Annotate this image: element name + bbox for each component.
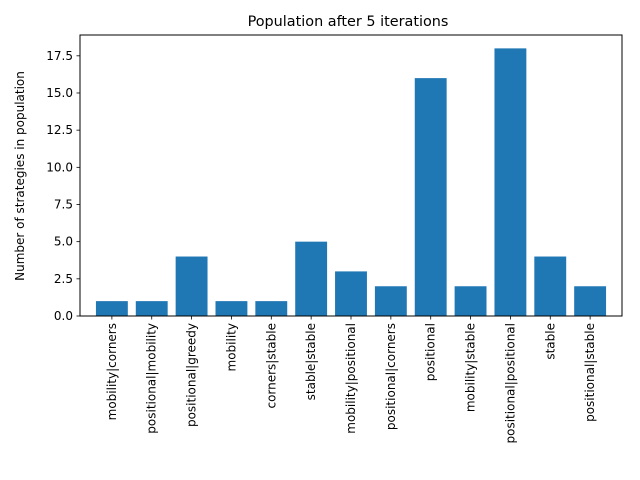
y-tick-label-0: 0.0 xyxy=(54,309,73,323)
bar-3 xyxy=(215,301,248,316)
y-axis: 0.0 2.5 5.0 7.5 10.0 12.5 15.0 17.5 xyxy=(46,49,80,323)
bar-8 xyxy=(414,78,447,317)
bar-4 xyxy=(255,301,288,316)
x-tick-label-2: positional|greedy xyxy=(185,323,199,427)
bar-12 xyxy=(574,286,607,316)
chart-title: Population after 5 iterations xyxy=(248,14,449,30)
y-tick-label-2: 5.0 xyxy=(54,235,73,249)
bar-2 xyxy=(175,256,208,316)
bar-7 xyxy=(374,286,407,316)
y-tick-label-7: 17.5 xyxy=(46,49,73,63)
x-tick-label-3: mobility xyxy=(224,323,238,371)
bar-0 xyxy=(95,301,128,316)
x-tick-label-5: stable|stable xyxy=(304,323,318,400)
y-tick-label-4: 10.0 xyxy=(46,160,73,174)
x-tick-label-12: positional|stable xyxy=(583,323,597,422)
x-tick-label-6: mobility|positional xyxy=(344,323,358,434)
bar-6 xyxy=(335,271,367,316)
x-tick-label-11: stable xyxy=(543,323,557,360)
y-tick-label-3: 7.5 xyxy=(54,197,73,211)
bar-1 xyxy=(135,301,168,316)
bar-10 xyxy=(494,48,527,316)
y-tick-label-6: 15.0 xyxy=(46,86,73,100)
x-tick-label-9: mobility|stable xyxy=(464,323,478,412)
y-tick-label-1: 2.5 xyxy=(54,272,73,286)
x-tick-label-1: positional|mobility xyxy=(145,323,159,434)
bar-9 xyxy=(454,286,487,316)
x-tick-label-0: mobility|corners xyxy=(105,323,119,420)
x-tick-label-10: positional|positional xyxy=(503,323,517,443)
bar-5 xyxy=(295,241,328,316)
bars-group xyxy=(95,48,607,317)
x-tick-label-7: positional|corners xyxy=(384,323,398,430)
bar-11 xyxy=(534,256,567,316)
y-tick-label-5: 12.5 xyxy=(46,123,73,137)
x-tick-label-4: corners|stable xyxy=(264,323,278,409)
x-tick-label-8: positional xyxy=(424,323,438,381)
x-axis: mobility|corners positional|mobility posit… xyxy=(105,316,597,443)
y-axis-label: Number of strategies in population xyxy=(13,71,27,281)
